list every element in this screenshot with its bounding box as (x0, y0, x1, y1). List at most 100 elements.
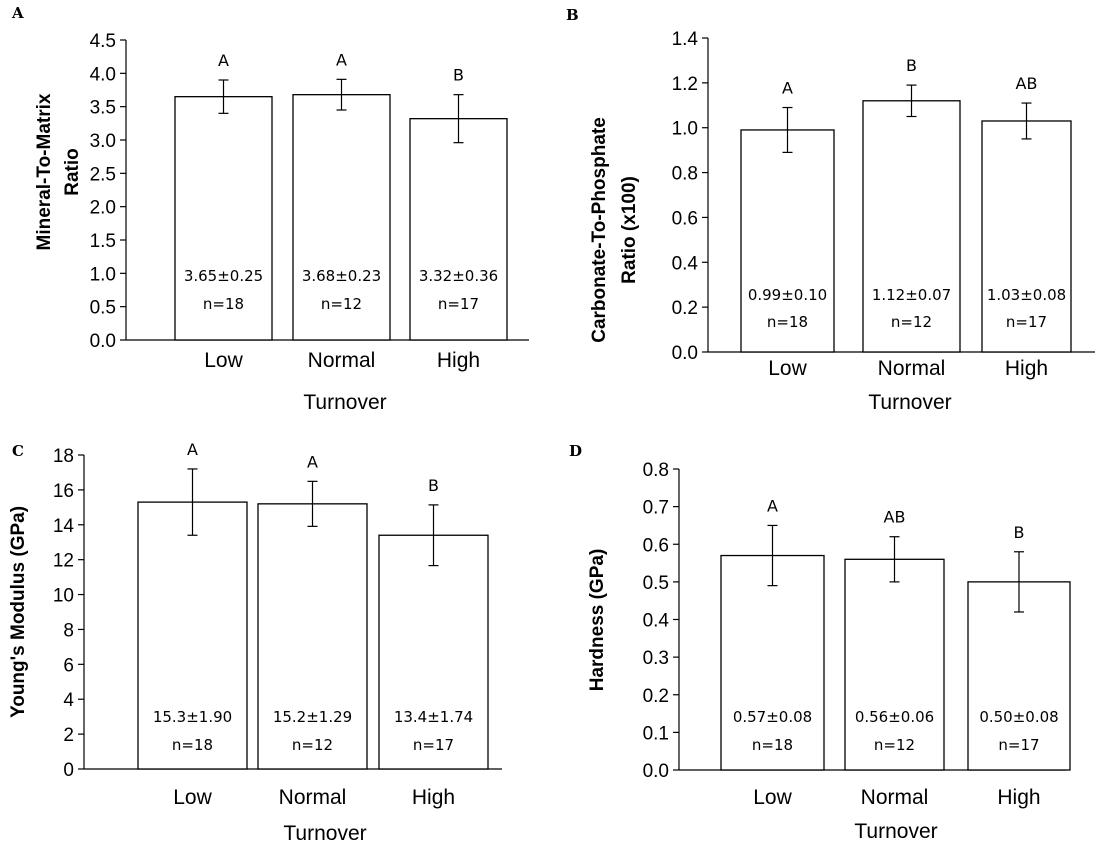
y-tick-label: 2 (63, 725, 74, 746)
y-tick-label: 0.0 (90, 331, 116, 352)
bar-n-label: n=17 (413, 736, 454, 754)
bar-n-label: n=17 (1006, 313, 1047, 331)
y-tick-label: 0.4 (643, 611, 670, 632)
bar-n-label: n=18 (767, 313, 808, 331)
y-axis-title-line: Mineral-To-Matrix (34, 93, 55, 250)
x-tick-label: Normal (279, 786, 347, 809)
bar-normal (844, 558, 945, 771)
y-tick-label: 1.4 (672, 29, 699, 50)
bar-low (137, 501, 248, 770)
y-tick-label: 0.0 (643, 761, 669, 782)
y-tick-label: 10 (53, 586, 74, 607)
bar-normal (292, 94, 391, 341)
panel-letter: A (11, 4, 24, 22)
chart-panel-b: B 0.0 0.2 0.4 0.6 0.8 1.0 1.2 1.4 Carbonate-To-Ph… (566, 6, 1095, 414)
x-tick-label: High (437, 349, 480, 372)
significance-label: B (906, 56, 917, 75)
y-tick-label: 1.2 (672, 74, 698, 95)
y-tick-label: 0.3 (643, 648, 669, 669)
x-tick-label: Normal (308, 349, 376, 372)
bar-n-label: n=12 (874, 736, 915, 754)
significance-label: A (218, 51, 229, 70)
y-tick-label: 6 (63, 655, 74, 676)
bar-value-label: 15.3±1.90 (153, 708, 232, 726)
y-axis-title-line: Ratio (x100) (619, 176, 640, 284)
bar-low (174, 96, 273, 341)
y-tick-label: 18 (53, 446, 74, 467)
bar-n-label: n=18 (172, 736, 213, 754)
bar-high (378, 534, 489, 770)
significance-label: AB (884, 508, 906, 527)
bar-low (720, 554, 825, 771)
y-tick-label: 16 (53, 481, 74, 502)
y-axis-title-line: Hardness (GPa) (587, 549, 608, 692)
y-tick-label: 1.5 (90, 231, 116, 252)
bar-value-label: 0.56±0.06 (855, 708, 934, 726)
significance-label: AB (1016, 74, 1038, 93)
bar-high (981, 120, 1072, 353)
x-tick-label: High (412, 786, 455, 809)
y-axis-title: Carbonate-To-Phosphate Ratio (x100) (589, 117, 640, 343)
panel-letter: D (569, 442, 582, 460)
panel-letter: C (12, 442, 24, 460)
y-axis-title-line: Young's Modulus (GPa) (8, 506, 29, 718)
y-tick-label: 2.5 (90, 164, 116, 185)
y-axis-title: Hardness (GPa) (587, 549, 608, 692)
bar-n-label: n=12 (292, 736, 333, 754)
x-tick-label: Low (768, 357, 807, 380)
y-tick-label: 0.8 (672, 164, 698, 185)
x-axis-title: Turnover (868, 391, 951, 414)
bar-low (740, 129, 835, 353)
x-axis-title: Turnover (283, 822, 366, 845)
y-axis-title-line: Ratio (62, 148, 83, 196)
significance-label: B (453, 66, 464, 85)
significance-label: A (767, 496, 778, 515)
y-tick-label: 0.2 (672, 298, 698, 319)
bar-value-label: 1.03±0.08 (987, 286, 1066, 304)
bar-value-label: 0.57±0.08 (733, 708, 812, 726)
y-tick-label: 0.5 (90, 298, 116, 319)
y-tick-label: 0 (63, 760, 74, 781)
y-axis-title: Young's Modulus (GPa) (8, 506, 29, 718)
y-tick-label: 14 (53, 516, 75, 537)
bar-n-label: n=12 (891, 313, 932, 331)
bar-n-label: n=12 (321, 295, 362, 313)
x-tick-label: High (997, 786, 1040, 809)
y-axis-title-line: Carbonate-To-Phosphate (589, 117, 610, 343)
y-tick-label: 8 (63, 620, 74, 641)
y-tick-label: 12 (53, 551, 74, 572)
chart-panel-d: D 0.0 0.1 0.2 0.3 0.4 0.5 0.6 0.7 0.8 Hardness (GP… (569, 442, 1071, 843)
bar-value-label: 13.4±1.74 (394, 708, 473, 726)
x-axis-title: Turnover (854, 820, 937, 843)
x-tick-label: Low (204, 349, 243, 372)
bar-value-label: 3.65±0.25 (184, 267, 263, 285)
y-tick-label: 1.0 (672, 119, 698, 140)
significance-label: A (782, 79, 793, 98)
bar-value-label: 0.99±0.10 (748, 286, 827, 304)
significance-label: B (1014, 523, 1025, 542)
y-tick-label: 0.6 (643, 535, 669, 556)
bar-high (967, 581, 1071, 771)
x-axis-title: Turnover (303, 391, 386, 414)
x-tick-label: Normal (878, 357, 946, 380)
bar-n-label: n=17 (438, 295, 479, 313)
y-tick-label: 2.0 (90, 198, 116, 219)
x-tick-label: Normal (861, 786, 929, 809)
y-tick-label: 4 (63, 690, 74, 711)
y-tick-label: 0.7 (643, 498, 669, 519)
x-tick-label: Low (753, 786, 792, 809)
bar-value-label: 1.12±0.07 (872, 286, 951, 304)
y-tick-label: 0.2 (643, 686, 669, 707)
bar-n-label: n=18 (752, 736, 793, 754)
bar-value-label: 3.32±0.36 (419, 267, 498, 285)
bar-normal (257, 503, 368, 770)
bar-value-label: 3.68±0.23 (302, 267, 381, 285)
y-tick-label: 4.0 (90, 64, 116, 85)
y-axis-title: Mineral-To-Matrix Ratio (34, 93, 83, 250)
x-tick-label: High (1005, 357, 1048, 380)
panel-letter: B (566, 6, 579, 24)
bar-value-label: 15.2±1.29 (273, 708, 352, 726)
y-tick-label: 3.5 (90, 98, 116, 119)
bar-value-label: 0.50±0.08 (979, 708, 1058, 726)
